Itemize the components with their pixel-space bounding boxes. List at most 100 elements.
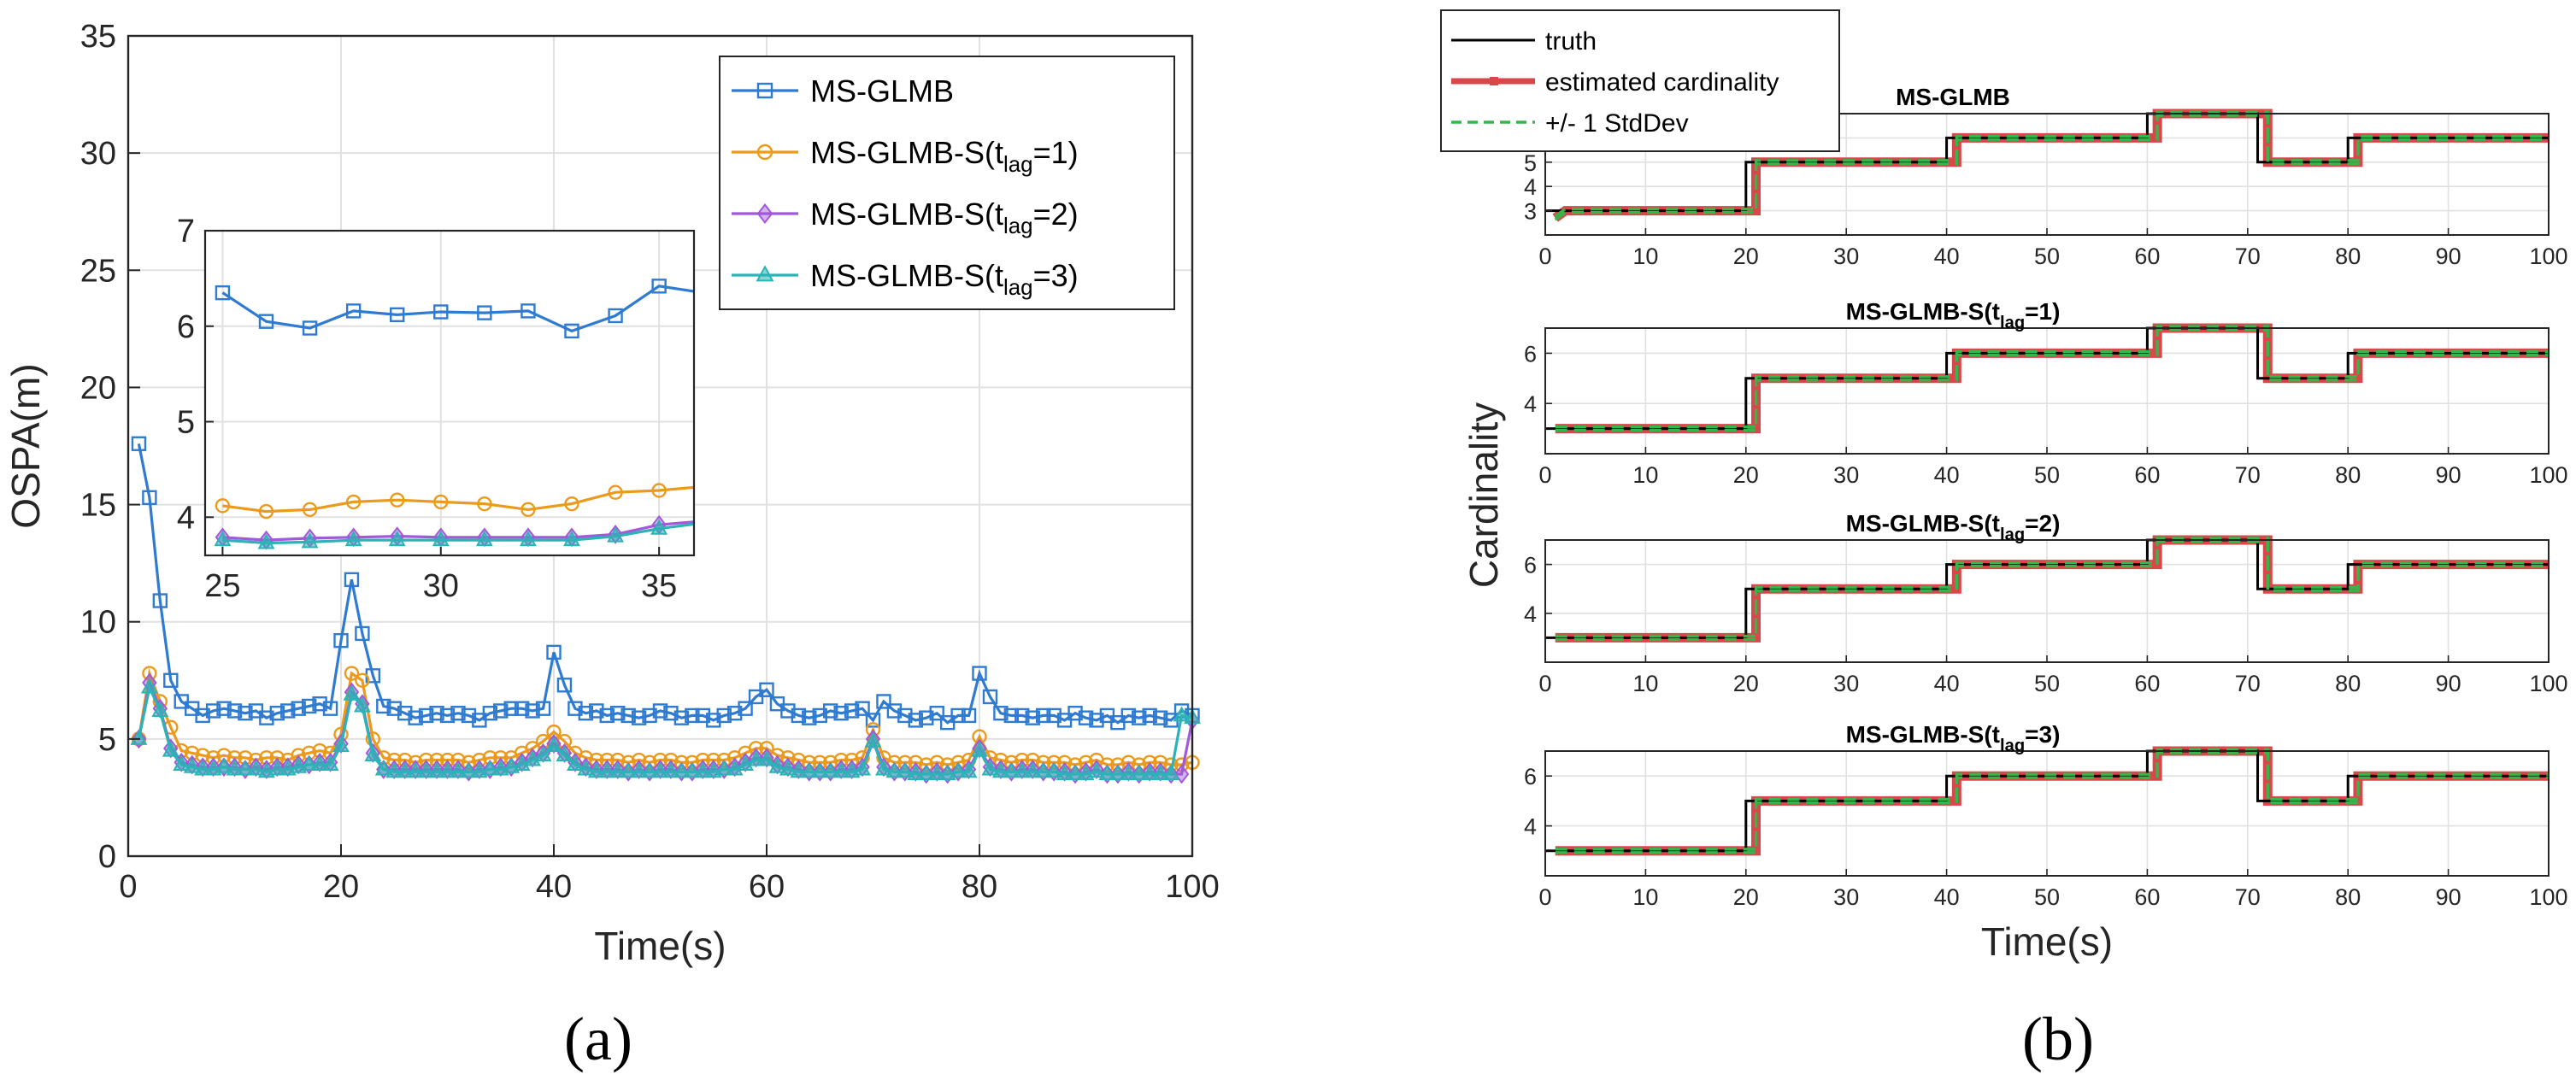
data-point-s4 — [598, 762, 616, 778]
data-point-s4 — [438, 762, 456, 778]
panel-a-inset: 25 30 35 4 5 6 7 — [177, 214, 696, 604]
subplot-title: MS-GLMB-S(tlag=3) — [1846, 721, 2061, 755]
subplot-y-tick-label: 4 — [1524, 814, 1537, 840]
legend-label-1-main: MS-GLMB — [810, 73, 954, 109]
data-point-s1 — [620, 707, 636, 724]
subplot-y-tick-label: 4 — [1524, 391, 1537, 417]
data-point-s4 — [758, 750, 775, 766]
data-point-s1 — [312, 696, 327, 712]
data-point-s1 — [1142, 707, 1157, 724]
data-point-s4 — [747, 750, 765, 766]
data-point-s1 — [216, 701, 232, 716]
data-point-s4 — [183, 757, 201, 773]
subplot-x-tick-label: 20 — [1733, 244, 1759, 269]
legend-label-4-main: MS-GLMB-S(t — [810, 258, 1003, 293]
cardinality-subplot-2: 0 10 20 30 40 50 60 70 80 90 100 4 6 MS-GLMB-S(tlag=1… — [1524, 298, 2568, 488]
data-point-s1 — [439, 707, 456, 724]
inset-data-point-s4 — [388, 531, 406, 547]
x-tick-label: 0 — [119, 869, 137, 905]
data-point-s1 — [578, 705, 594, 721]
data-point-s4 — [1098, 764, 1116, 780]
data-point-s4 — [1109, 764, 1126, 780]
data-point-s1 — [673, 710, 690, 725]
data-point-s1 — [152, 593, 168, 608]
subplot-title-main: MS-GLMB — [1896, 84, 2010, 110]
data-point-s1 — [929, 705, 944, 721]
subplot-title-tail: =2) — [2025, 510, 2060, 537]
legend-label-3-sub: lag — [1003, 214, 1033, 238]
data-point-s1 — [1025, 710, 1040, 725]
inset-data-point-s4 — [257, 533, 275, 549]
inset-data-point-s1 — [390, 307, 405, 323]
legend-box-a — [719, 56, 1175, 310]
data-point-s1 — [408, 710, 423, 725]
stddev-lower-line — [1555, 328, 2549, 432]
data-point-s4 — [194, 760, 212, 776]
data-point-s4 — [534, 745, 552, 762]
data-point-s1 — [589, 703, 604, 719]
x-axis-label: Time(s) — [594, 924, 726, 968]
inset-data-point-s2 — [608, 484, 623, 500]
data-point-s4 — [875, 760, 892, 776]
inset-y-tick-label: 6 — [177, 309, 195, 345]
data-point-s1 — [1132, 710, 1147, 725]
data-point-s1 — [333, 632, 349, 649]
legend-label-4-sub: lag — [1003, 276, 1033, 300]
inset-data-point-s4 — [301, 532, 319, 549]
data-point-s4 — [300, 754, 318, 772]
legend-label-2-main: MS-GLMB-S(t — [810, 135, 1003, 170]
data-point-s4 — [481, 760, 499, 776]
inset-y-tick-label: 7 — [177, 214, 195, 249]
panel-a-legend: MS-GLMBMS-GLMB-S(tlag=1)MS-GLMB-S(tlag=2… — [719, 56, 1175, 310]
inset-data-point-s2 — [520, 502, 536, 518]
inset-data-point-s4 — [519, 531, 537, 547]
data-point-s4 — [620, 762, 638, 778]
subplot-x-tick-label: 50 — [2034, 462, 2060, 488]
data-point-s1 — [546, 644, 562, 660]
inset-data-point-s2 — [477, 496, 492, 512]
subplot-title-sub: lag — [2000, 314, 2025, 332]
data-point-s4 — [928, 764, 946, 780]
subplot-x-tick-label: 90 — [2436, 462, 2461, 488]
subplot-title-tail: =1) — [2025, 298, 2060, 325]
b-y-axis-label: Cardinality — [1461, 402, 1506, 588]
data-point-s1 — [301, 698, 317, 714]
inset-data-point-s2 — [215, 498, 231, 514]
data-point-s4 — [173, 754, 191, 772]
data-point-s1 — [823, 703, 838, 719]
y-tick-label: 25 — [80, 253, 116, 289]
legend-label-3-tail: =2) — [1033, 197, 1079, 232]
data-point-s1 — [642, 707, 657, 724]
data-point-s1 — [376, 698, 391, 714]
data-point-s4 — [428, 762, 445, 778]
x-tick-label: 100 — [1165, 869, 1219, 905]
data-point-s1 — [556, 678, 573, 693]
subplot-x-tick-label: 20 — [1733, 884, 1759, 910]
subplot-x-tick-label: 20 — [1733, 462, 1759, 488]
data-point-s4 — [1088, 762, 1105, 778]
data-point-s4 — [683, 762, 701, 778]
data-point-s1 — [397, 705, 413, 721]
data-point-s1 — [716, 707, 732, 724]
subplot-x-tick-label: 90 — [2436, 671, 2461, 696]
data-point-s4 — [790, 762, 808, 778]
data-point-s1 — [908, 713, 924, 728]
subplot-y-tick-label: 6 — [1524, 553, 1537, 578]
data-point-s4 — [971, 741, 988, 757]
data-point-s1 — [706, 713, 721, 728]
x-tick-label: 20 — [323, 869, 359, 905]
inset-data-point-s4 — [344, 531, 362, 547]
y-tick-label: 5 — [98, 722, 116, 758]
data-point-s1 — [291, 701, 306, 716]
data-point-s4 — [321, 754, 339, 772]
subplot-x-tick-label: 60 — [2134, 671, 2160, 696]
subplot-y-tick-label: 4 — [1524, 174, 1537, 200]
data-point-s4 — [673, 762, 691, 778]
data-point-s4 — [1120, 764, 1138, 780]
data-point-s1 — [663, 705, 679, 721]
subplot-x-tick-label: 20 — [1733, 671, 1759, 696]
subplot-x-tick-label: 0 — [1538, 884, 1551, 910]
data-point-s1 — [163, 672, 179, 688]
data-point-s4 — [343, 684, 361, 701]
subplot-title: MS-GLMB — [1896, 84, 2010, 110]
